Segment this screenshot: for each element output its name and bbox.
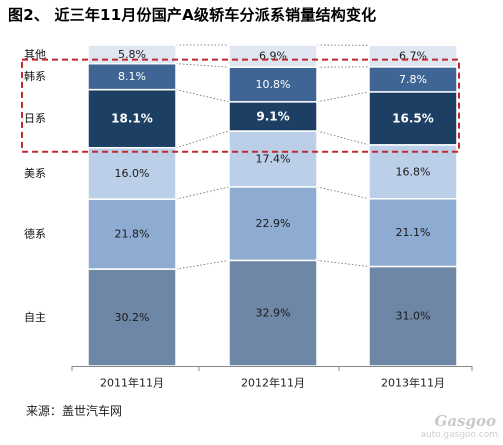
data-label: 10.8% [256, 78, 291, 91]
connector-line [175, 89, 230, 103]
watermark-logo: Gasgoo [434, 412, 496, 430]
x-tick-label: 2012年11月 [241, 376, 305, 390]
connector-line [175, 63, 230, 68]
bar-segment-自主-2013年11月 [368, 265, 458, 367]
data-label: 9.1% [256, 109, 289, 123]
highlight-box [21, 58, 460, 153]
bar-segment-德系-2011年11月 [87, 198, 177, 270]
series-label-德系: 德系 [24, 227, 46, 241]
bar-segment-其他-2013年11月 [368, 44, 458, 68]
data-label: 6.7% [399, 50, 427, 63]
series-label-日系: 日系 [24, 112, 46, 125]
series-label-自主: 自主 [24, 311, 46, 324]
data-label: 30.2% [115, 311, 150, 324]
data-label: 21.8% [115, 228, 150, 241]
bar-segment-韩系-2013年11月 [368, 66, 458, 93]
data-label: 16.8% [396, 165, 431, 178]
data-label: 17.4% [256, 152, 291, 165]
bar-segment-美系-2012年11月 [228, 130, 318, 188]
connector-line [316, 186, 370, 200]
x-tick-label: 2013年11月 [381, 376, 445, 390]
data-label: 18.1% [111, 112, 153, 126]
bar-segment-其他-2012年11月 [228, 44, 318, 68]
data-label: 22.9% [256, 217, 291, 230]
bar-segment-美系-2013年11月 [368, 144, 458, 200]
watermark: Gasgoo auto.gasgoo.com [420, 412, 500, 442]
bar-segment-韩系-2012年11月 [228, 66, 318, 103]
connector-line [316, 259, 370, 267]
connector-line [316, 91, 370, 103]
data-label: 32.9% [256, 307, 291, 320]
connector-line [175, 186, 230, 200]
connector-line [175, 259, 230, 270]
connector-line [316, 130, 370, 146]
series-label-其他: 其他 [24, 48, 46, 61]
bar-segment-德系-2013年11月 [368, 198, 458, 268]
data-label: 5.8% [118, 48, 146, 61]
series-label-美系: 美系 [24, 167, 46, 180]
bar-segment-自主-2011年11月 [87, 268, 177, 367]
data-label: 21.1% [396, 226, 431, 239]
source-note: 来源：盖世汽车网 [26, 404, 123, 418]
watermark-url: auto.gasgoo.com [420, 430, 498, 440]
data-label: 16.5% [392, 111, 434, 125]
series-label-韩系: 韩系 [24, 69, 46, 83]
data-label: 16.0% [115, 167, 150, 180]
data-label: 6.9% [259, 50, 287, 63]
bar-segment-美系-2011年11月 [87, 146, 177, 200]
bar-segment-日系-2012年11月 [228, 101, 318, 132]
data-label: 7.8% [399, 73, 427, 86]
data-label: 31.0% [396, 310, 431, 323]
x-tick-label: 2011年11月 [100, 376, 164, 390]
connector-line [175, 130, 230, 149]
data-label: 8.1% [118, 70, 146, 83]
bar-segment-日系-2013年11月 [368, 91, 458, 146]
page-title: 图2、 近三年11月份国产A级轿车分派系销量结构变化 [8, 6, 377, 24]
